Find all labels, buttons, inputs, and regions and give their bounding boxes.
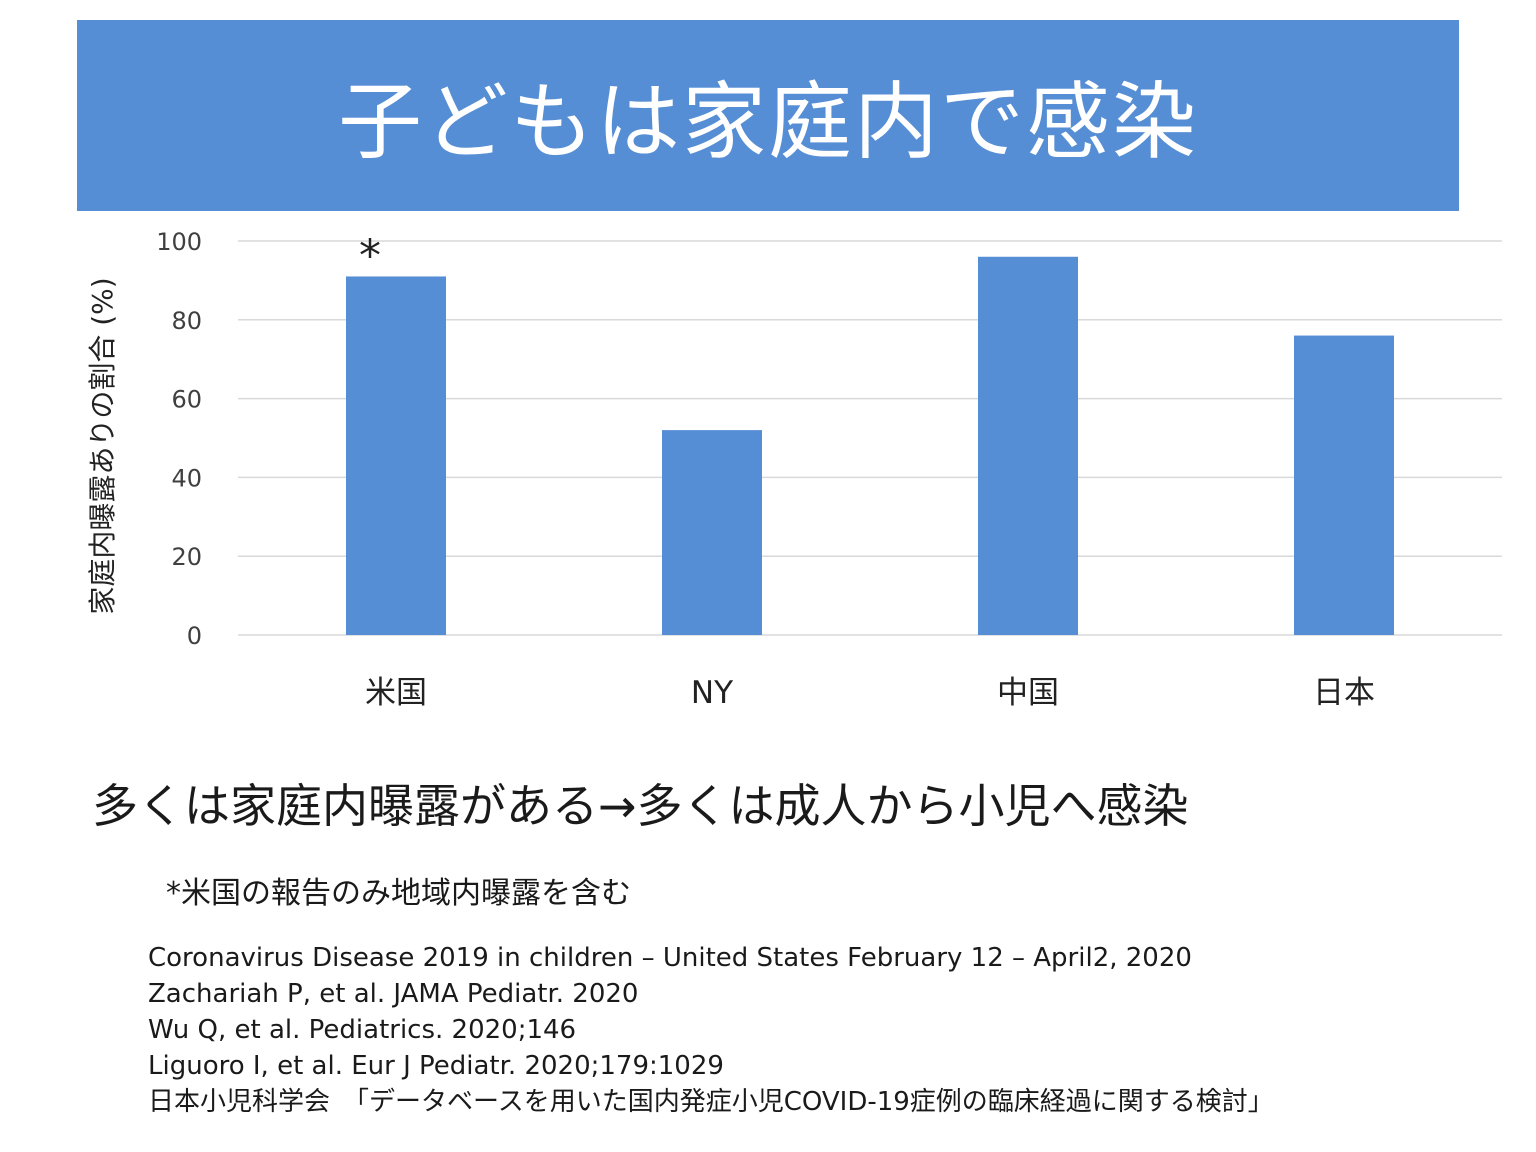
category-label: 米国 (365, 675, 427, 711)
y-tick-label: 100 (156, 228, 202, 256)
category-labels: 米国 NY 中国 日本 (365, 675, 1375, 711)
y-axis-title: 家庭内曝露ありの割合 (%) (86, 277, 119, 614)
y-tick-label: 20 (171, 543, 202, 571)
bar-chart: 0 20 40 60 80 100 米国 NY 中国 日本 * 家庭内曝露ありの割合 (%) (86, 228, 1502, 711)
bars (346, 256, 1394, 635)
reference-item: Liguoro I, et al. Eur J Pediatr. 2020;17… (148, 1051, 724, 1081)
bar-annotation: * (359, 230, 381, 281)
title-banner: 子どもは家庭内で感染 (77, 20, 1459, 211)
y-tick-label: 0 (187, 622, 202, 650)
y-tick-label: 40 (171, 464, 202, 492)
gridlines (238, 240, 1502, 636)
bar-1 (662, 430, 762, 635)
reference-item: Coronavirus Disease 2019 in children – U… (148, 943, 1192, 973)
bar-annotations: * (359, 230, 381, 281)
conclusion-text: 多くは家庭内曝露がある→多くは成人から小児へ感染 (92, 779, 1189, 833)
reference-item: Wu Q, et al. Pediatrics. 2020;146 (148, 1015, 577, 1045)
y-tick-label: 60 (171, 386, 202, 414)
bar-0 (346, 276, 446, 635)
reference-item: 日本小児科学会 「データベースを用いた国内発症小児COVID-19症例の臨床経過… (148, 1087, 1274, 1117)
category-label: 中国 (997, 675, 1059, 711)
slide-title: 子どもは家庭内で感染 (337, 73, 1198, 171)
category-label: 日本 (1313, 675, 1375, 711)
reference-item: Zachariah P, et al. JAMA Pediatr. 2020 (148, 979, 639, 1009)
footnote-text: *米国の報告のみ地域内曝露を含む (166, 876, 631, 911)
y-axis-ticks: 0 20 40 60 80 100 (156, 228, 202, 650)
y-tick-label: 80 (171, 307, 202, 335)
bar-3 (1294, 335, 1394, 635)
category-label: NY (691, 675, 733, 711)
reference-list: Coronavirus Disease 2019 in children – U… (148, 940, 1274, 1120)
bar-2 (978, 256, 1078, 635)
